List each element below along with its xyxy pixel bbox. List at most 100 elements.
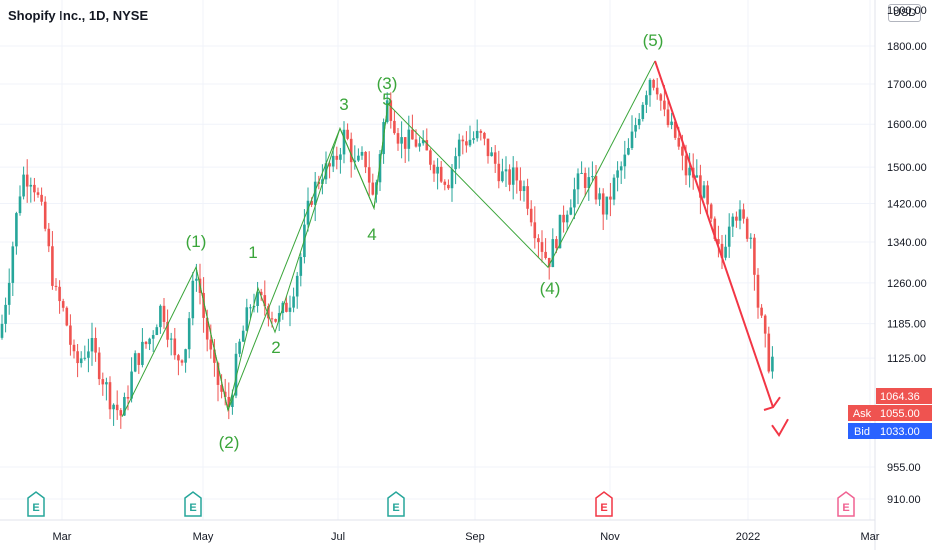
candle xyxy=(562,205,565,233)
chart-title: Shopify Inc., 1D, NYSE xyxy=(8,8,149,23)
candle xyxy=(18,185,22,216)
candle xyxy=(493,145,497,173)
candle xyxy=(339,147,342,174)
candle xyxy=(7,268,11,315)
candle xyxy=(43,196,47,232)
candle xyxy=(137,352,141,374)
candle xyxy=(4,297,7,333)
grid xyxy=(0,0,876,550)
candle xyxy=(576,168,580,205)
candle xyxy=(15,211,18,255)
candle xyxy=(504,156,508,187)
candle xyxy=(483,131,486,146)
earnings-marker-label: E xyxy=(32,502,39,514)
candle xyxy=(256,281,259,313)
candle xyxy=(702,180,706,199)
candle xyxy=(558,214,562,249)
wave-labels: (1) (2) (3) (4) (5) 1 2 3 4 5 xyxy=(186,31,664,452)
wave-label: (3) xyxy=(377,74,398,93)
candle xyxy=(598,187,601,206)
candle xyxy=(706,180,709,216)
candle xyxy=(425,128,429,151)
candle xyxy=(285,296,288,313)
candle xyxy=(90,322,94,366)
candle xyxy=(202,277,205,333)
candle xyxy=(169,332,173,356)
projection-arrow-head xyxy=(763,396,781,411)
price-tick-label: 1900.00 xyxy=(887,5,927,17)
candle xyxy=(162,297,166,329)
candle xyxy=(565,210,569,231)
candle xyxy=(364,151,367,174)
price-tag-value: 1033.00 xyxy=(880,426,920,438)
candle xyxy=(148,337,151,351)
sub-wave-line xyxy=(195,103,389,411)
candle xyxy=(735,211,738,228)
candle xyxy=(634,117,637,138)
candle xyxy=(490,147,493,157)
candle xyxy=(619,161,623,184)
candle xyxy=(457,133,461,169)
candle xyxy=(400,121,403,159)
candle xyxy=(58,280,61,314)
candle xyxy=(630,115,634,150)
candle xyxy=(36,187,40,198)
projection-arrow-tip xyxy=(771,418,789,438)
candle xyxy=(461,135,465,155)
candle xyxy=(144,341,148,349)
candle xyxy=(515,161,519,194)
price-tick-label: 910.00 xyxy=(887,494,921,506)
price-tick-label: 1340.00 xyxy=(887,237,927,249)
candle xyxy=(659,93,663,111)
earnings-marker-label: E xyxy=(600,502,607,514)
candle xyxy=(655,78,659,100)
price-tick-label: 1500.00 xyxy=(887,162,927,174)
candle xyxy=(616,161,619,192)
candle xyxy=(259,288,263,301)
candle xyxy=(133,350,137,373)
projection-line xyxy=(654,60,774,408)
candle xyxy=(69,314,72,356)
candle xyxy=(119,408,123,429)
candle xyxy=(583,167,587,197)
time-tick-label: Nov xyxy=(600,531,620,543)
candle xyxy=(72,339,76,359)
candle xyxy=(573,177,576,220)
price-tick-label: 1800.00 xyxy=(887,41,927,53)
candle xyxy=(465,131,468,153)
candle xyxy=(51,231,54,290)
candle xyxy=(105,377,108,401)
time-axis: Mar May Jul Sep Nov 2022 Mar xyxy=(53,531,880,543)
candle xyxy=(411,114,414,140)
candle xyxy=(367,151,371,197)
wave-label: 2 xyxy=(271,338,280,357)
wave-label: (4) xyxy=(540,279,561,298)
wave-label: 4 xyxy=(367,225,376,244)
candle xyxy=(511,156,515,200)
candle xyxy=(313,171,317,222)
earnings-marker: E xyxy=(837,491,855,517)
currency-badge[interactable]: USD xyxy=(888,4,922,22)
wave-label: (5) xyxy=(643,31,664,50)
candle xyxy=(475,119,479,142)
candle xyxy=(180,359,184,366)
candle xyxy=(533,206,537,249)
wave-label: 3 xyxy=(339,95,348,114)
candle xyxy=(497,150,501,189)
candle xyxy=(166,309,169,348)
candle xyxy=(432,160,436,182)
wave-label: 5 xyxy=(382,90,391,109)
price-tag-label: Ask xyxy=(853,408,872,420)
candle xyxy=(587,167,591,201)
candle xyxy=(547,257,551,280)
price-axis: 1800.00 1700.00 1600.00 1500.00 1420.00 1340.… xyxy=(887,5,927,506)
candle xyxy=(187,312,191,359)
candle xyxy=(76,343,79,378)
earnings-marker: E xyxy=(184,491,202,517)
candle xyxy=(605,196,609,220)
candle xyxy=(151,330,155,352)
candle xyxy=(609,182,612,217)
candle xyxy=(216,361,220,402)
